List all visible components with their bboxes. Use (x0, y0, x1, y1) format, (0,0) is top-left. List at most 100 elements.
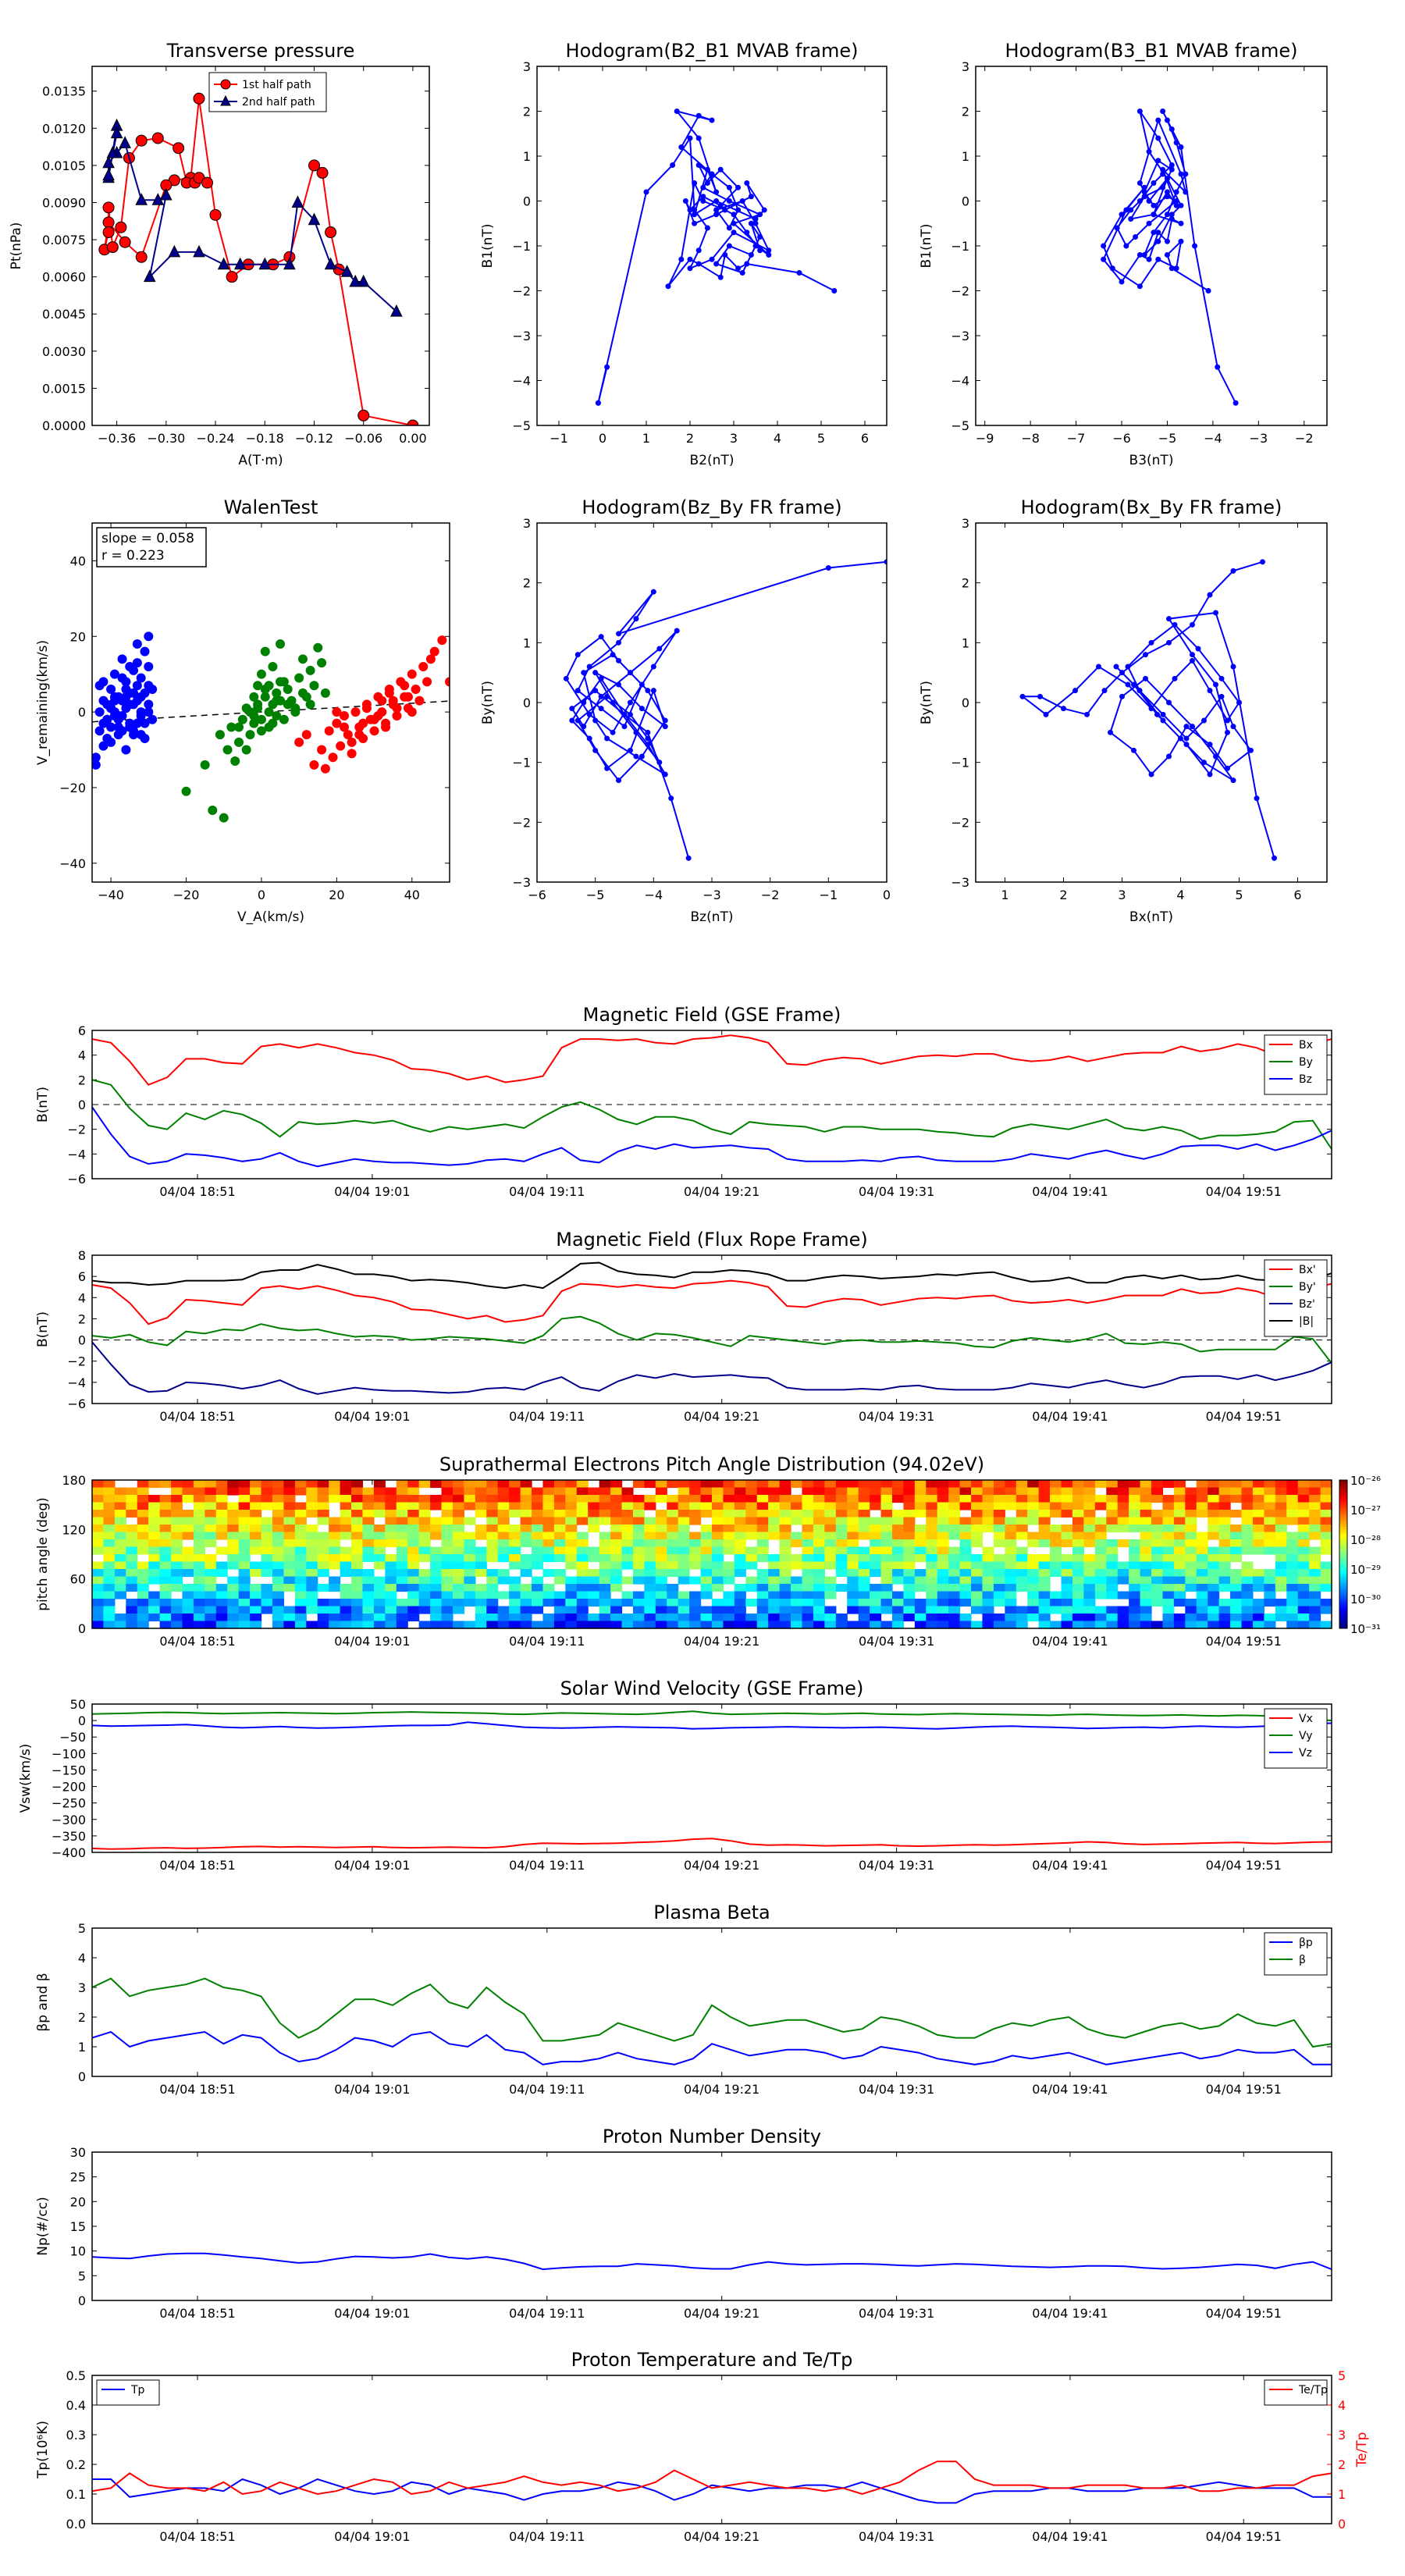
heat-cell (632, 1621, 645, 1629)
heat-cell (227, 1546, 240, 1555)
y-tick-label: −5 (512, 418, 531, 433)
heat-cell (1286, 1539, 1299, 1548)
np-axes-frame (91, 2151, 1332, 2301)
heat-cell (486, 1591, 499, 1599)
heat-cell (971, 1576, 984, 1585)
heat-cell (1252, 1614, 1264, 1622)
heat-cell (756, 1614, 769, 1622)
heat-cell (532, 1554, 544, 1563)
heat-cell (1061, 1554, 1073, 1563)
data-point (237, 714, 247, 724)
heat-cell (667, 1606, 679, 1614)
heat-cell (599, 1584, 611, 1592)
heat-cell (193, 1576, 205, 1585)
heat-cell (1050, 1569, 1062, 1578)
heat-cell (1072, 1621, 1084, 1629)
heat-cell (745, 1495, 758, 1503)
data-point (665, 283, 671, 290)
x-tick-label: 0 (258, 888, 265, 902)
heat-cell (1117, 1510, 1129, 1518)
heat-cell (1286, 1502, 1299, 1510)
y-tick-label: 3 (962, 516, 969, 531)
heat-cell (802, 1591, 814, 1599)
x-tick-label: −0.36 (98, 431, 136, 446)
data-point (726, 198, 732, 204)
data-point (92, 753, 101, 763)
data-point (272, 710, 282, 720)
data-point (744, 180, 750, 186)
heat-cell (667, 1539, 679, 1548)
data-point (616, 657, 622, 664)
heat-cell (92, 1591, 105, 1599)
heat-cell (193, 1546, 205, 1555)
heat-cell (205, 1487, 217, 1496)
data-point (700, 184, 706, 190)
heat-cell (182, 1614, 194, 1622)
heat-cell (385, 1584, 397, 1592)
data-point (739, 270, 745, 276)
heat-cell (193, 1584, 205, 1592)
heat-cell (137, 1480, 149, 1489)
heat-cell (486, 1502, 499, 1510)
data-point (1146, 256, 1152, 262)
heat-cell (632, 1510, 645, 1518)
heat-cell (261, 1561, 273, 1570)
heat-cell (340, 1614, 352, 1622)
heat-cell (385, 1525, 397, 1533)
data-point (407, 669, 417, 679)
heat-cell (644, 1480, 656, 1489)
heat-cell (159, 1532, 172, 1540)
heat-cell (475, 1487, 487, 1496)
y-tick-label: −2 (512, 815, 531, 830)
heat-cell (1297, 1546, 1310, 1555)
heat-cell (272, 1532, 285, 1540)
heat-cell (588, 1584, 600, 1592)
heat-cell (542, 1525, 555, 1533)
heat-cell (238, 1510, 251, 1518)
heat-cell (1196, 1510, 1208, 1518)
heat-cell (779, 1621, 791, 1629)
heat-cell (1264, 1480, 1276, 1489)
heat-cell (1162, 1517, 1175, 1525)
heat-cell (1297, 1539, 1310, 1548)
heat-cell (250, 1606, 262, 1614)
heat-cell (1208, 1569, 1220, 1578)
heat-cell (182, 1599, 194, 1607)
heat-cell (1027, 1495, 1040, 1503)
data-point (119, 236, 131, 248)
heat-cell (418, 1495, 431, 1503)
heat-cell (1275, 1569, 1287, 1578)
data-point (1168, 216, 1175, 222)
heat-cell (576, 1606, 589, 1614)
data-point (135, 193, 148, 205)
x-tick-label: 04/04 18:51 (159, 2082, 235, 2097)
y-tick-label: 6 (78, 1023, 86, 1038)
heat-cell (171, 1584, 183, 1592)
data-point (709, 117, 715, 123)
heat-cell (238, 1539, 251, 1548)
heat-cell (238, 1591, 251, 1599)
heat-cell (464, 1576, 476, 1585)
heat-cell (215, 1517, 228, 1525)
heat-cell (1005, 1614, 1017, 1622)
heat-cell (791, 1502, 803, 1510)
heat-cell (294, 1561, 307, 1570)
heat-cell (407, 1502, 420, 1510)
heat-cell (1185, 1621, 1197, 1629)
data-point (268, 662, 278, 671)
heat-cell (937, 1621, 949, 1629)
heat-cell (756, 1576, 769, 1585)
heat-cell (1264, 1621, 1276, 1629)
heat-cell (553, 1480, 566, 1489)
y-tick-label: 0 (962, 696, 969, 710)
hodo_bz_by-title: Hodogram(Bz_By FR frame) (582, 496, 841, 518)
data-point (569, 706, 575, 712)
heat-cell (768, 1599, 781, 1607)
heat-cell (1185, 1502, 1197, 1510)
data-point (766, 247, 772, 254)
heat-cell (813, 1502, 825, 1510)
heat-cell (948, 1554, 961, 1563)
data-point (226, 722, 237, 732)
data-point (704, 225, 710, 231)
heat-cell (937, 1502, 949, 1510)
